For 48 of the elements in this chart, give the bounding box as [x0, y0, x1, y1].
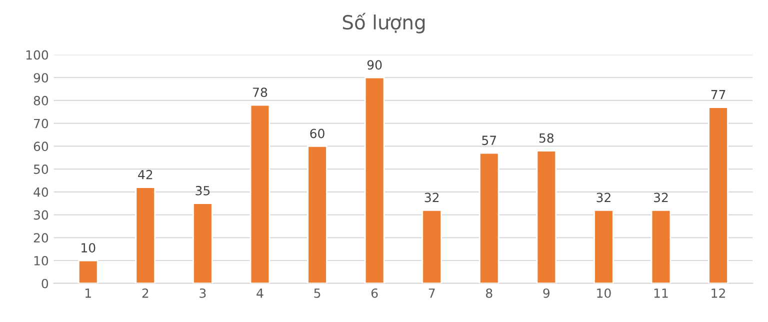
x-tick-label: 6 [371, 288, 378, 298]
bar [78, 260, 98, 284]
data-label: 60 [310, 128, 324, 138]
x-tick-label: 8 [486, 288, 492, 298]
y-tick-label: 40 [34, 187, 48, 197]
y-tick-label: 30 [34, 210, 48, 220]
data-label: 35 [196, 186, 210, 196]
x-tick-label: 3 [200, 288, 206, 298]
y-tick-label: 0 [42, 278, 48, 288]
bar [478, 152, 500, 284]
x-tick-label: 9 [543, 288, 550, 298]
bar [536, 150, 557, 284]
bar [364, 76, 385, 284]
y-tick-label: 10 [34, 256, 48, 266]
x-tick-label: 11 [654, 288, 668, 298]
data-label: 10 [82, 243, 96, 253]
data-label: 78 [253, 88, 268, 98]
x-tick-label: 10 [597, 288, 611, 298]
y-tick-label: 80 [34, 96, 48, 106]
y-tick-label: 50 [34, 164, 48, 174]
data-label: 57 [482, 136, 496, 146]
data-label: 77 [711, 90, 726, 100]
x-tick-label: 1 [86, 288, 91, 298]
x-tick-label: 2 [142, 288, 148, 298]
y-tick-label: 70 [34, 118, 48, 128]
data-label: 32 [596, 192, 610, 202]
y-tick-label: 90 [34, 73, 48, 83]
bar [422, 210, 442, 284]
data-label: 42 [138, 170, 152, 180]
bar [307, 145, 328, 284]
bar [192, 202, 213, 284]
data-label: 90 [367, 60, 382, 70]
data-label: 58 [539, 133, 554, 143]
data-label: 32 [654, 192, 668, 202]
y-tick-label: 60 [34, 142, 48, 152]
bar [594, 210, 614, 284]
data-label: 32 [424, 192, 439, 202]
x-tick-label: 4 [256, 288, 264, 298]
y-tick-label: 20 [34, 233, 48, 243]
bar [708, 106, 728, 284]
x-tick-label: 12 [712, 288, 725, 298]
x-tick-label: 7 [428, 288, 435, 298]
bar [650, 210, 672, 284]
chart-title: Số lượng [342, 12, 425, 34]
bar [250, 104, 270, 284]
y-tick-label: 100 [26, 50, 48, 60]
bar [135, 186, 156, 284]
x-tick-label: 5 [314, 288, 320, 298]
